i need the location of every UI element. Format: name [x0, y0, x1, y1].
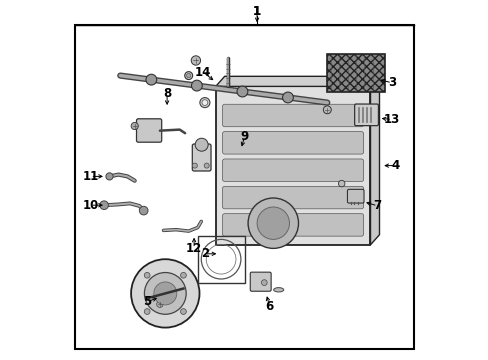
FancyBboxPatch shape: [347, 189, 363, 203]
Text: 1: 1: [252, 5, 261, 18]
Circle shape: [186, 73, 190, 78]
Text: 2: 2: [201, 247, 208, 260]
Text: 14: 14: [195, 66, 211, 78]
FancyBboxPatch shape: [136, 119, 162, 142]
Circle shape: [145, 74, 157, 85]
Text: 8: 8: [163, 87, 171, 100]
Circle shape: [338, 180, 344, 187]
Circle shape: [180, 273, 186, 278]
Circle shape: [144, 273, 186, 314]
Circle shape: [247, 198, 298, 248]
Circle shape: [202, 100, 207, 105]
Text: 4: 4: [391, 159, 399, 172]
Text: 11: 11: [82, 170, 99, 183]
Circle shape: [106, 173, 113, 180]
Polygon shape: [370, 76, 379, 245]
Circle shape: [154, 282, 177, 305]
Circle shape: [131, 259, 199, 328]
Circle shape: [191, 80, 202, 91]
Polygon shape: [215, 86, 370, 245]
Circle shape: [144, 273, 150, 278]
Circle shape: [184, 72, 192, 80]
FancyBboxPatch shape: [354, 104, 378, 126]
Circle shape: [261, 280, 266, 285]
Circle shape: [257, 207, 289, 239]
Circle shape: [195, 138, 208, 151]
FancyBboxPatch shape: [222, 104, 363, 127]
Circle shape: [237, 86, 247, 97]
Circle shape: [139, 206, 148, 215]
Text: 9: 9: [240, 130, 248, 143]
Circle shape: [204, 163, 209, 168]
Text: 1: 1: [252, 5, 261, 18]
Text: 13: 13: [383, 113, 399, 126]
FancyBboxPatch shape: [250, 272, 270, 291]
Text: 3: 3: [387, 76, 395, 89]
Circle shape: [323, 106, 330, 114]
Circle shape: [200, 98, 209, 108]
Circle shape: [100, 201, 108, 210]
Circle shape: [144, 309, 150, 314]
Text: 10: 10: [82, 199, 99, 212]
Polygon shape: [215, 76, 379, 86]
FancyBboxPatch shape: [192, 144, 211, 171]
Circle shape: [180, 309, 186, 314]
Text: 7: 7: [373, 199, 381, 212]
Circle shape: [156, 301, 163, 307]
Circle shape: [191, 56, 200, 65]
Text: 6: 6: [265, 300, 273, 313]
FancyBboxPatch shape: [222, 214, 363, 236]
Text: 12: 12: [185, 242, 202, 255]
Circle shape: [282, 92, 293, 103]
FancyBboxPatch shape: [222, 186, 363, 209]
Bar: [326, 54, 384, 92]
FancyBboxPatch shape: [222, 132, 363, 154]
FancyBboxPatch shape: [222, 159, 363, 181]
Text: 5: 5: [143, 295, 151, 308]
Circle shape: [131, 122, 138, 130]
Circle shape: [192, 163, 197, 168]
Ellipse shape: [273, 288, 283, 292]
Bar: [197, 236, 244, 283]
